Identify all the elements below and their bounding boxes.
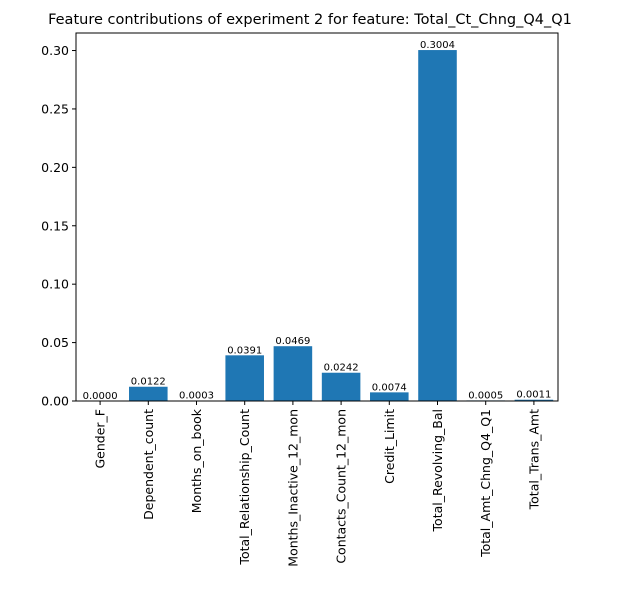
x-tick-label-Credit_Limit: Credit_Limit	[382, 409, 397, 484]
bar-Months_Inactive_12_mon	[273, 346, 313, 401]
chart-title: Feature contributions of experiment 2 fo…	[48, 12, 572, 28]
x-tick-label-Months_Inactive_12_mon: Months_Inactive_12_mon	[285, 409, 300, 567]
bar-Total_Relationship_Count	[225, 355, 264, 401]
bar-Total_Trans_Amt	[514, 399, 554, 401]
bar-Dependent_count	[129, 386, 168, 401]
x-tick-label-Total_Relationship_Count: Total_Relationship_Count	[237, 409, 252, 566]
data-label-Total_Revolving_Bal: 0.3004	[420, 40, 455, 51]
data-label-Total_Relationship_Count: 0.0391	[227, 345, 262, 356]
bar-Total_Revolving_Bal	[418, 50, 457, 401]
data-labels-group: 0.0000 0.0122 0.0003 0.0391 0.0469 0.0242 0.00…	[83, 40, 552, 402]
data-label-Dependent_count: 0.0122	[131, 377, 166, 388]
y-axis: 0.00 0.05 0.10 0.15 0.20 0.25 0.30	[41, 43, 76, 409]
y-tick-label: 0.30	[41, 43, 69, 58]
x-tick-label-Contacts_Count_12_mon: Contacts_Count_12_mon	[334, 409, 349, 564]
y-tick-label: 0.00	[41, 394, 69, 409]
y-tick-label: 0.20	[41, 160, 69, 175]
y-tick-label: 0.10	[41, 277, 69, 292]
data-label-Gender_F: 0.0000	[83, 391, 118, 402]
data-label-Months_on_book: 0.0003	[179, 391, 214, 402]
x-tick-label-Total_Amt_Chng_Q4_Q1: Total_Amt_Chng_Q4_Q1	[478, 409, 493, 558]
y-tick-label: 0.15	[41, 218, 69, 233]
x-axis: Gender_F Dependent_count Months_on_book Tot…	[93, 401, 541, 567]
data-label-Credit_Limit: 0.0074	[372, 382, 407, 393]
x-tick-label-Gender_F: Gender_F	[93, 409, 108, 469]
data-label-Contacts_Count_12_mon: 0.0242	[324, 363, 359, 374]
x-tick-label-Total_Revolving_Bal: Total_Revolving_Bal	[430, 409, 445, 532]
y-tick-label: 0.25	[41, 101, 69, 116]
plot-frame	[75, 32, 559, 402]
data-label-Total_Amt_Chng_Q4_Q1: 0.0005	[468, 390, 503, 401]
x-tick-label-Total_Trans_Amt: Total_Trans_Amt	[526, 409, 541, 510]
x-tick-label-Dependent_count: Dependent_count	[141, 409, 156, 520]
y-tick-label: 0.05	[41, 335, 69, 350]
x-tick-label-Months_on_book: Months_on_book	[189, 408, 204, 513]
bars-group	[129, 50, 554, 401]
data-label-Months_Inactive_12_mon: 0.0469	[275, 336, 310, 347]
bar-Contacts_Count_12_mon	[321, 372, 361, 401]
bar-Credit_Limit	[370, 392, 409, 401]
data-label-Total_Trans_Amt: 0.0011	[516, 390, 551, 401]
